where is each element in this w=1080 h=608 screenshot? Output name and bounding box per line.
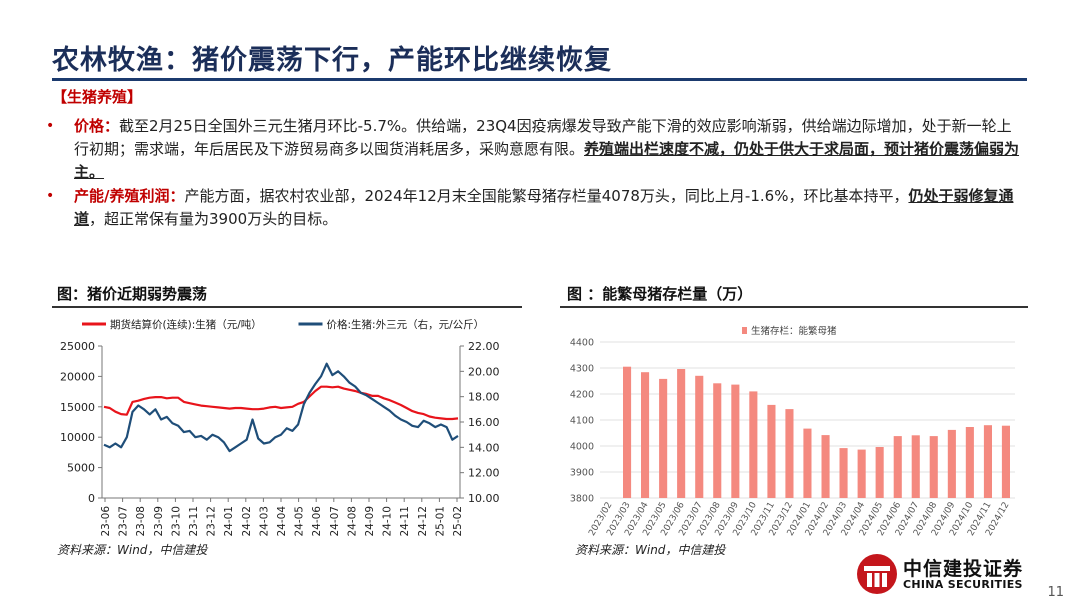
page-number: 11 [1047, 585, 1064, 600]
legend-label-1: 价格:生猪:外三元（右，元/公斤） [327, 318, 485, 331]
y-left-tick-label: 20000 [60, 370, 95, 383]
y-tick-label: 4100 [570, 416, 594, 427]
y-right-tick-label: 20.00 [468, 365, 500, 378]
x-tick-label: 23-08 [135, 506, 147, 537]
company-logo: 中信建投证券 CHINA SECURITIES [855, 554, 1030, 594]
series-line-0 [103, 385, 459, 421]
bullet-emphasis: 仍处于弱修复通道 [74, 187, 1014, 228]
y-tick-label: 4300 [570, 364, 594, 375]
fig2-rule [560, 306, 1028, 308]
y-left-tick-label: 10000 [60, 431, 95, 444]
bar-2024/04 [857, 449, 866, 498]
fig1-title: 图：猪价近期弱势震荡 [57, 285, 208, 303]
fig2-title: 图 ：能繁母猪存栏量（万） [567, 285, 753, 303]
y-right-tick-label: 10.00 [468, 492, 500, 505]
x-tick-label: 24-09 [364, 506, 376, 537]
y-right-tick-label: 14.00 [468, 441, 500, 454]
sow-inventory-bar-chart: 生猪存栏：能繁母猪3800390040004100420043004400202… [570, 325, 1015, 538]
section-tag: 【生猪养殖】 [52, 88, 143, 106]
y-left-tick-label: 5000 [67, 462, 95, 475]
y-left-tick-label: 15000 [60, 401, 95, 414]
x-tick-label: 23-12 [206, 506, 218, 537]
title-rule [52, 78, 1027, 81]
x-tick-label: 24-02 [241, 506, 253, 537]
bar-2023/03 [623, 366, 632, 498]
bar-2024/06 [893, 436, 902, 498]
bar-2023/06 [677, 369, 686, 498]
y-tick-label: 4000 [570, 442, 594, 453]
bar-2023/05 [659, 378, 668, 498]
x-tick-label: 24-10 [382, 506, 394, 537]
bar-2023/10 [749, 391, 758, 498]
bar-2024/01 [803, 428, 812, 498]
bar-2024/08 [929, 436, 938, 498]
y-right-tick-label: 18.00 [468, 391, 500, 404]
fig1-source: 资料来源：Wind，中信建投 [57, 543, 208, 557]
bar-2024/07 [911, 435, 920, 498]
series-line-1 [103, 362, 459, 453]
page-title: 农林牧渔：猪价震荡下行，产能环比继续恢复 [52, 45, 612, 76]
logo-cn: 中信建投证券 [903, 558, 1024, 580]
bullet-price: • 价格：截至2月25日全国外三元生猪月环比-5.7%。供给端，23Q4因疫病爆… [46, 115, 1021, 184]
y-right-tick-label: 22.00 [468, 340, 500, 353]
x-tick-label: 23-06 [100, 506, 112, 537]
x-tick-label: 25-01 [434, 506, 446, 537]
legend-swatch [742, 327, 747, 334]
bullet-dot: • [46, 188, 55, 204]
bar-2023/09 [731, 384, 740, 498]
x-tick-label: 23-09 [153, 506, 165, 537]
bullet-dot: • [46, 118, 55, 134]
x-tick-label: 24-06 [311, 506, 323, 537]
x-tick-label: 23-11 [188, 506, 200, 537]
bar-2023/08 [713, 383, 722, 498]
price-line-chart: 期货结算价(连续):生猪（元/吨） 价格:生猪:外三元（右，元/公斤） 0 5000 1… [60, 318, 500, 537]
bullet-key: 价格： [74, 117, 120, 135]
bar-2023/07 [695, 375, 704, 498]
x-tick-label: 24-07 [329, 506, 341, 537]
bar-2024/03 [839, 448, 848, 498]
bullet-capacity: • 产能/养殖利润：产能方面，据农村农业部，2024年12月末全国能繁母猪存栏量… [46, 185, 1021, 231]
logo-en: CHINA SECURITIES [903, 578, 1023, 591]
bullet-emphasis: 养殖端出栏速度不减，仍处于供大于求局面，预计猪价震荡偏弱为主。 [74, 140, 1020, 181]
x-tick-label: 24-08 [346, 506, 358, 537]
bar-2023/04 [641, 372, 650, 498]
x-tick-label: 23-07 [118, 506, 130, 537]
bullet-text-end: ，超正常保有量为3900万头的目标。 [89, 210, 338, 228]
y-left-tick-label: 0 [88, 492, 95, 505]
legend-label: 生猪存栏：能繁母猪 [751, 325, 837, 337]
legend-label-0: 期货结算价(连续):生猪（元/吨） [110, 318, 262, 331]
bar-2024/02 [821, 435, 830, 498]
bar-2024/05 [875, 447, 884, 498]
x-tick-label: 24-05 [294, 506, 306, 537]
x-tick-label: 24-11 [399, 506, 411, 537]
bullet-text: 截至2月25日全国外三元生猪月环比-5.7%。供给端，23Q4因疫病爆发导致产能… [74, 117, 1012, 158]
y-tick-label: 3800 [570, 494, 594, 505]
bar-2023/11 [767, 404, 776, 498]
y-right-tick-label: 12.00 [468, 467, 500, 480]
x-tick-label: 24-01 [223, 506, 235, 537]
y-tick-label: 3900 [570, 468, 594, 479]
x-tick-label: 23-10 [170, 506, 182, 537]
bar-2024/12 [1001, 425, 1010, 498]
x-tick-label: 24-12 [417, 506, 429, 537]
bullet-text: 产能方面，据农村农业部，2024年12月末全国能繁母猪存栏量4078万头，同比上… [184, 187, 909, 205]
fig1-rule [52, 306, 522, 308]
y-left-tick-label: 25000 [60, 340, 95, 353]
fig2-source: 资料来源：Wind，中信建投 [575, 543, 726, 557]
y-tick-label: 4200 [570, 390, 594, 401]
bar-2024/11 [983, 425, 992, 498]
bullet-key: 产能/养殖利润： [74, 187, 185, 205]
y-tick-label: 4400 [570, 338, 594, 349]
y-right-tick-label: 16.00 [468, 416, 500, 429]
x-tick-label: 24-03 [258, 506, 270, 537]
bar-2024/09 [947, 429, 956, 498]
x-tick-label: 25-02 [452, 506, 464, 537]
logo-emblem-icon [857, 554, 897, 594]
x-tick-label: 24-04 [276, 506, 288, 537]
bar-2024/10 [965, 427, 974, 498]
bar-2023/12 [785, 409, 794, 498]
